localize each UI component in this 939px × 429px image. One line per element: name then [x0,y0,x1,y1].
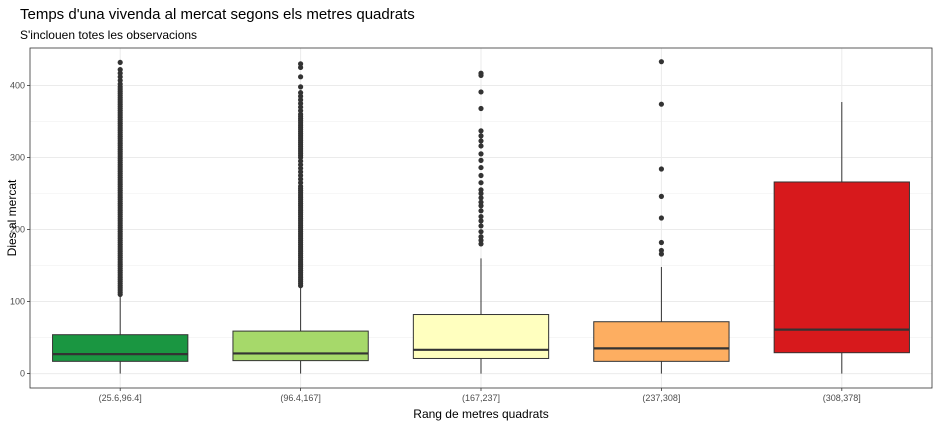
outlier-point [117,81,123,87]
outlier-point [478,105,484,112]
y-tick-label: 100 [10,297,25,307]
outlier-point [298,108,304,114]
outlier-point [117,70,123,76]
outlier-point [298,176,304,182]
y-tick-label: 200 [10,225,25,235]
outlier-point [478,203,484,209]
chart-title: Temps d'una vivenda al mercat segons els… [20,6,415,23]
box-4 [593,59,730,374]
outlier-point [478,138,484,144]
outlier-point [478,190,484,197]
box-2 [232,61,369,374]
box-1 [52,59,189,374]
outlier-point [298,169,304,175]
outlier-point [478,199,484,205]
x-tick-label: (25.6,96.4] [99,393,142,403]
y-tick-label: 400 [10,80,25,90]
x-axis-title: Rang de metres quadrats [413,407,548,421]
outlier-point [478,195,484,201]
outlier-point [658,239,665,246]
outlier-point [658,247,665,254]
y-axis-ticks: 0 100 200 300 400 [10,80,30,379]
box-iqr [593,321,730,362]
outlier-point [658,101,665,107]
box-5 [773,102,910,374]
outlier-point [478,164,484,171]
outlier-point [117,67,123,73]
outlier-point [298,183,304,189]
x-tick-label: (167,237] [462,393,500,403]
x-tick-label: (96.4,167] [280,393,321,403]
x-tick-label: (308,378] [823,393,861,403]
box-iqr [773,181,910,354]
outlier-point [298,64,304,71]
outlier-point [658,251,665,257]
box-iqr [232,330,369,362]
outlier-point [478,157,484,163]
outlier-point [478,234,484,240]
outlier-point [298,111,304,117]
outlier-point [298,90,304,96]
outlier-point [298,172,304,179]
chart-subtitle: S'inclouen totes les observacions [20,28,197,42]
y-tick-label: 300 [10,152,25,162]
outlier-point [478,89,484,95]
box-3 [412,70,550,374]
outlier-point [478,180,484,186]
outlier-point [478,133,484,139]
outlier-point [298,93,304,99]
outlier-point [298,61,304,67]
outlier-point [478,70,484,76]
outlier-point [478,172,484,179]
outlier-point [298,162,304,168]
outlier-point [478,151,484,157]
outlier-point [298,180,304,186]
outlier-point [658,193,665,199]
plot-panel-border [29,47,933,389]
outlier-point [658,166,665,172]
outlier-point [478,237,484,243]
y-tick-label: 0 [20,369,25,379]
outlier-point [478,241,484,247]
outlier-point [298,84,304,90]
y-axis-title: Dies al mercat [5,179,19,256]
outlier-point [478,143,484,149]
outlier-point [478,187,484,193]
outlier-point [478,213,484,220]
outlier-point [298,74,304,80]
outlier-point [658,59,665,65]
outlier-point [478,218,484,224]
outlier-point [478,208,484,214]
outlier-point [117,59,123,66]
outlier-point [117,74,123,80]
outlier-point [658,215,665,221]
outlier-point [298,158,304,164]
box-iqr [412,314,550,359]
outlier-point [298,100,304,107]
x-tick-label: (237,308] [642,393,680,403]
outlier-point [478,128,484,134]
outlier-point [478,223,484,229]
boxes [52,59,910,374]
outlier-point [117,77,123,84]
outlier-point [298,165,304,171]
outlier-point [478,229,484,235]
outlier-point [298,97,304,103]
outlier-point [298,104,304,110]
x-axis-ticks: (25.6,96.4] (96.4,167] (167,237] (237,308] (… [99,388,861,403]
box-iqr [52,334,189,362]
